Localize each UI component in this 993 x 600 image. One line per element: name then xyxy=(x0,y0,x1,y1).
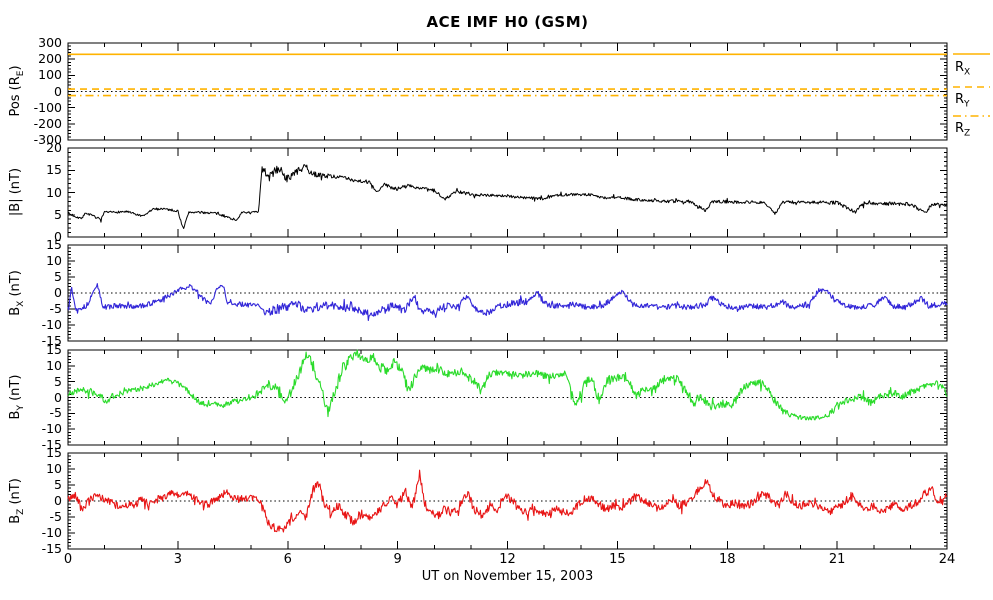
x-tick-label: 0 xyxy=(63,552,73,567)
y-tick-label: -5 xyxy=(49,301,62,316)
y-tick-label: 5 xyxy=(54,477,62,492)
y-tick-label: -10 xyxy=(41,317,62,332)
y-tick-label: 5 xyxy=(54,206,62,222)
y-tick-label: -100 xyxy=(33,99,62,115)
y-tick-label: -15 xyxy=(41,437,62,452)
x-tick-label: 12 xyxy=(499,552,516,567)
y-tick-label: 10 xyxy=(46,461,62,476)
x-axis-title: UT on November 15, 2003 xyxy=(421,569,594,584)
x-tick-label: 6 xyxy=(283,552,292,567)
legend-label-rx: RX xyxy=(955,60,971,78)
y-tick-label: 0 xyxy=(54,389,62,405)
y-tick-label: 10 xyxy=(46,184,62,200)
y-tick-label: -10 xyxy=(41,525,62,540)
y-tick-label: 200 xyxy=(38,51,62,67)
y-tick-label: 15 xyxy=(46,237,62,252)
y-tick-label: -15 xyxy=(41,541,62,556)
y-tick-label: 0 xyxy=(54,285,62,300)
x-tick-label: 3 xyxy=(173,552,183,567)
y-tick-label: -10 xyxy=(41,421,62,437)
y-tick-label: 10 xyxy=(46,357,62,373)
x-tick-label: 15 xyxy=(609,552,626,567)
y-tick-label: 15 xyxy=(46,162,62,178)
y-tick-label: -15 xyxy=(41,333,62,348)
y-tick-label: 20 xyxy=(46,140,62,155)
y-tick-label: -300 xyxy=(33,132,62,147)
y-tick-label: 5 xyxy=(54,269,62,284)
y-tick-label: 0 xyxy=(54,229,62,244)
y-tick-label: 0 xyxy=(54,83,62,99)
y-tick-label: -5 xyxy=(49,509,62,524)
x-tick-label: 21 xyxy=(828,552,846,567)
y-tick-label: 10 xyxy=(46,253,62,268)
y-tick-label: 0 xyxy=(54,493,62,508)
y-tick-label: 100 xyxy=(38,67,62,83)
y-tick-label: 15 xyxy=(46,445,62,460)
y-tick-label: -5 xyxy=(49,405,62,421)
y-tick-label: 5 xyxy=(54,373,62,389)
chart-title: ACE IMF H0 (GSM) xyxy=(426,13,589,31)
legend-label-rz: RZ xyxy=(955,121,971,139)
y-tick-label: -200 xyxy=(33,115,62,131)
y-tick-label: 300 xyxy=(38,35,62,50)
x-tick-label: 24 xyxy=(938,552,956,567)
x-tick-label: 18 xyxy=(718,552,736,567)
y-tick-label: 15 xyxy=(46,342,62,357)
x-tick-label: 9 xyxy=(393,552,402,567)
legend-label-ry: RY xyxy=(955,92,970,110)
